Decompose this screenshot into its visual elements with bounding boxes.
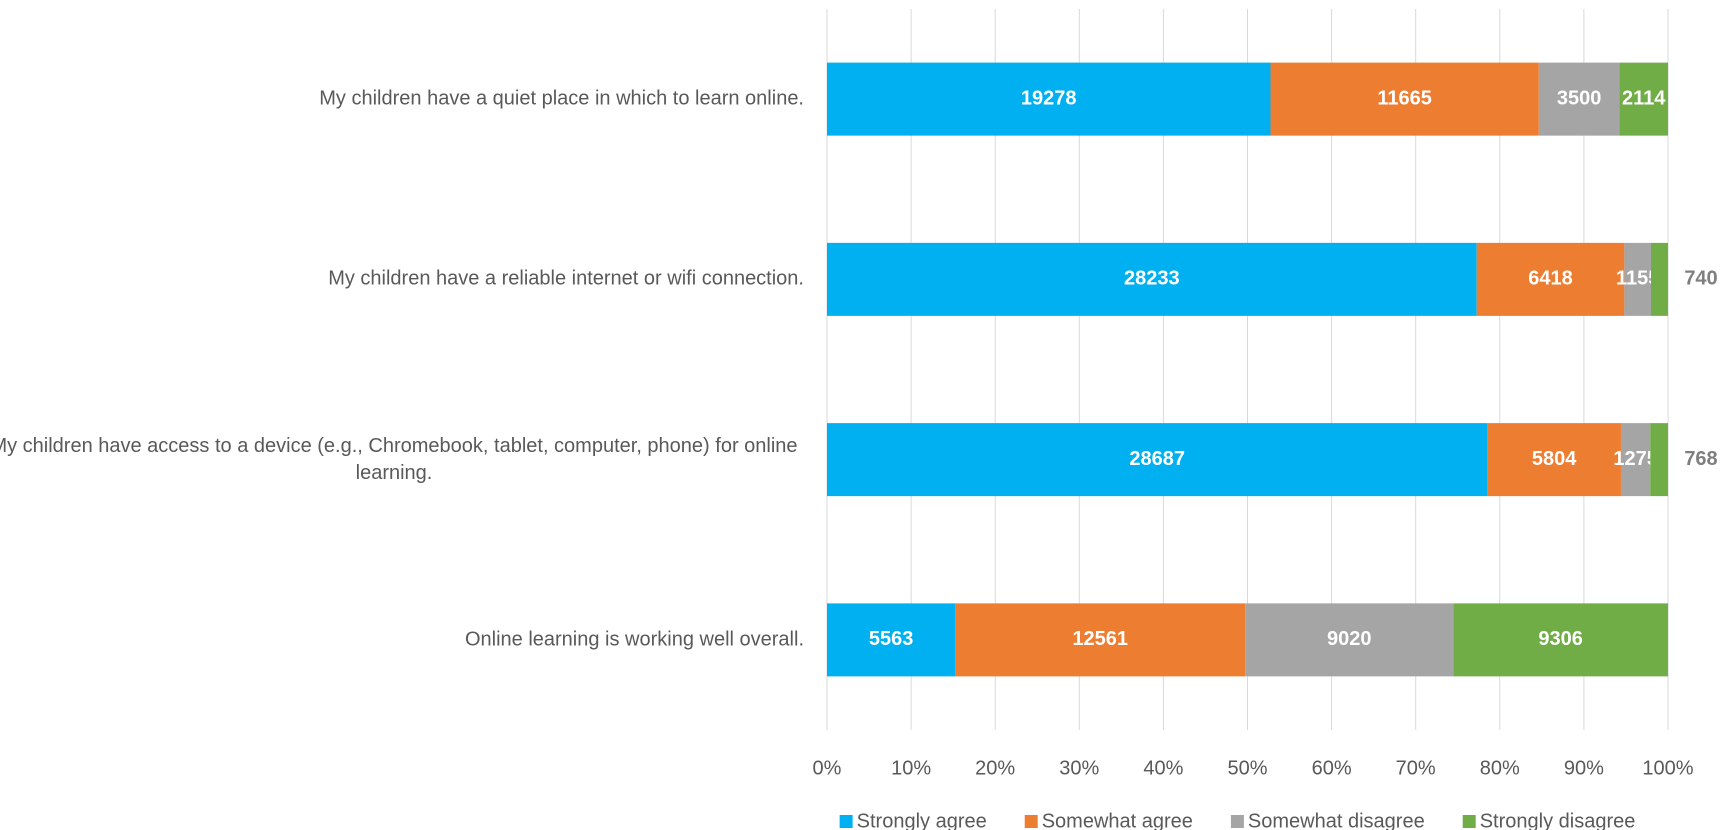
x-tick-label: 30% — [1059, 757, 1099, 779]
bar-segment — [955, 603, 1246, 677]
bar-segment — [1650, 423, 1668, 497]
data-label: 12561 — [1072, 628, 1128, 650]
data-label: 11665 — [1377, 87, 1432, 109]
bar-segment — [1538, 62, 1620, 136]
y-tick-label: Online learning is working well overall. — [0, 626, 804, 653]
bar-segment — [827, 603, 956, 677]
data-label: 9020 — [1327, 628, 1372, 650]
x-tick-label: 80% — [1480, 757, 1520, 779]
data-label: 19278 — [1021, 87, 1077, 109]
x-tick-label: 20% — [975, 757, 1015, 779]
legend-swatch — [1230, 815, 1244, 828]
legend-label: Strongly disagree — [1480, 810, 1636, 830]
x-tick-label: 50% — [1227, 757, 1267, 779]
data-label: 2114 — [1622, 87, 1666, 109]
legend-label: Somewhat agree — [1042, 810, 1193, 830]
legend-label: Somewhat disagree — [1248, 810, 1425, 830]
x-tick-label: 40% — [1143, 757, 1183, 779]
category-text: My children have a reliable internet or … — [328, 267, 804, 290]
data-label: 768 — [1684, 448, 1717, 470]
data-label: 28687 — [1129, 448, 1185, 470]
bar-segment — [1487, 423, 1621, 497]
legend-swatch — [1024, 815, 1038, 828]
bar-segment — [827, 62, 1271, 136]
category-text: My children have access to a device (e.g… — [0, 434, 798, 484]
x-tick-label: 100% — [1642, 757, 1693, 779]
data-label: 28233 — [1124, 268, 1180, 290]
data-label: 6418 — [1528, 268, 1573, 290]
data-label: 3500 — [1557, 87, 1602, 109]
bar-segment — [1270, 62, 1539, 136]
x-tick-label: 90% — [1564, 757, 1604, 779]
y-tick-label: My children have a quiet place in which … — [0, 86, 804, 113]
legend: Strongly agree Somewhat agree Somewhat dis… — [839, 810, 1636, 830]
x-tick-label: 10% — [891, 757, 931, 779]
data-label: 5563 — [869, 628, 914, 650]
data-label: 5804 — [1532, 448, 1577, 470]
data-label: 9306 — [1538, 628, 1583, 650]
y-tick-label: My children have a reliable internet or … — [0, 266, 804, 293]
legend-label: Strongly agree — [857, 810, 987, 830]
category-text: My children have a quiet place in which … — [319, 87, 804, 110]
bar-segment — [1453, 603, 1668, 677]
legend-swatch — [839, 815, 853, 828]
bar-segment — [1650, 242, 1668, 316]
data-label: 1275 — [1613, 448, 1658, 470]
data-label: 740 — [1684, 268, 1717, 290]
category-text: Online learning is working well overall. — [464, 628, 804, 651]
bar-segment — [827, 423, 1488, 497]
bar-segment — [1476, 242, 1625, 316]
bar-segment — [1619, 62, 1668, 136]
bar-segment — [827, 242, 1477, 316]
bar-segment — [1624, 242, 1651, 316]
x-tick-label: 70% — [1396, 757, 1436, 779]
data-label: 1155 — [1616, 268, 1659, 290]
bar-segment — [1620, 423, 1651, 497]
bar-segment — [1245, 603, 1454, 677]
legend-swatch — [1462, 815, 1476, 828]
x-tick-label: 60% — [1312, 757, 1352, 779]
y-tick-label: My children have access to a device (e.g… — [0, 433, 804, 487]
x-tick-label: 0% — [813, 757, 842, 779]
